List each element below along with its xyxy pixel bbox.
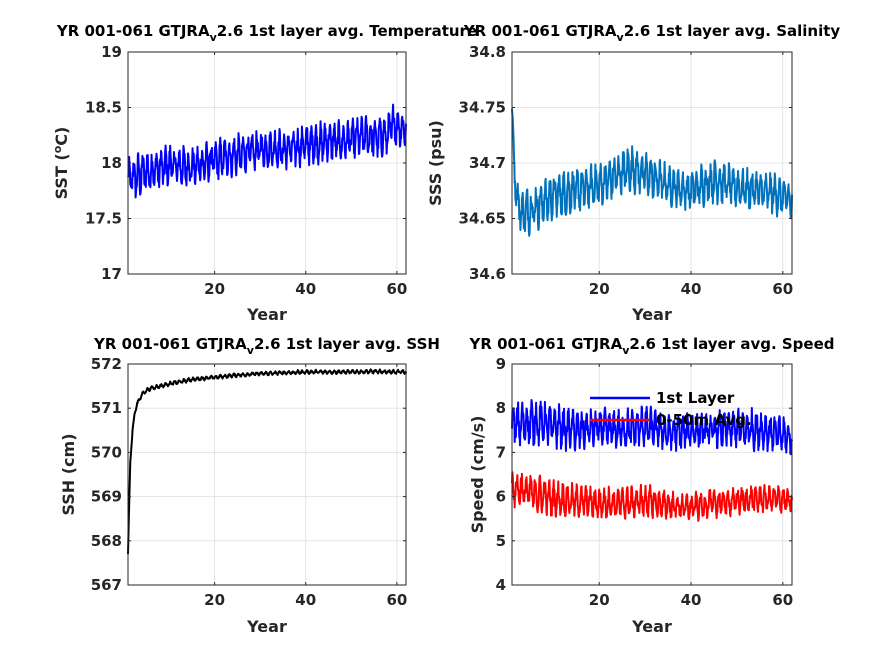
y-tick-label: 567 [91,576,122,594]
y-tick-label: 570 [91,443,122,461]
panel-title: YR 001-061 GTJRAv2.6 1st layer avg. Sali… [463,22,841,44]
y-tick-label: 5 [496,532,506,550]
legend-label: 0-50m Avg. [656,411,752,429]
panel-2: 20 40 60 34.6 34.65 34.7 34.75 34.8 Year SSS (psu… [426,22,840,324]
y-tick-label: 571 [91,399,122,417]
axes-box [511,363,793,586]
x-tick-label: 20 [204,280,225,298]
title-subscript: v [622,344,630,357]
x-tick-label: 20 [589,280,610,298]
y-tick-label: 17.5 [85,210,122,228]
legend-label: 1st Layer [656,389,735,407]
title-text: YR 001-061 GTJRA [463,22,617,40]
y-tick-label: 18.5 [85,99,122,117]
x-axis-label: Year [246,305,287,324]
y-tick-label: 34.7 [469,154,506,172]
y-tick-label: 568 [91,532,122,550]
y-axis-label: SSS (psu) [426,120,445,206]
y-axis-label: SST (oC) [51,127,71,200]
title-subscript: v [247,344,255,357]
y-tick-label: 4 [496,576,506,594]
x-tick-label: 60 [772,591,793,609]
panel-1: 20 40 60 17 17.5 18 18.5 19 Year SST (oC) YR 001-0… [51,22,477,324]
y-tick-label: 17 [101,265,122,283]
title-text-rest: 2.6 1st layer avg. Temperature [217,22,477,40]
y-tick-label: 19 [101,43,122,61]
title-text: YR 001-061 GTJRA [93,335,247,353]
y-axis-label-text: SST ( [52,153,71,199]
x-axis-label: Year [246,617,287,636]
y-tick-label: 9 [496,355,506,373]
panel-title: YR 001-061 GTJRAv2.6 1st layer avg. Spee… [468,335,834,357]
panel-4: 20 40 60 4 5 6 7 8 9 Year Speed (cm/s) YR 001-061 G… [468,335,835,636]
y-axis-label: SSH (cm) [59,433,78,515]
series-line-1st-layer [511,399,793,456]
series-line-p1 [127,103,407,199]
title-text-rest: 2.6 1st layer avg. Speed [629,335,834,353]
x-tick-label: 60 [386,280,407,298]
y-tick-label: 34.65 [459,210,506,228]
title-text-rest: 2.6 1st layer avg. Salinity [624,22,841,40]
y-tick-label: 7 [496,443,506,461]
title-text-rest: 2.6 1st layer avg. SSH [254,335,440,353]
title-subscript: v [617,31,625,44]
y-tick-label: 572 [91,355,122,373]
x-tick-label: 60 [772,280,793,298]
x-axis-label: Year [631,617,672,636]
x-tick-label: 40 [295,280,316,298]
x-tick-label: 20 [589,591,610,609]
y-tick-label: 34.6 [469,265,506,283]
title-text: YR 001-061 GTJRA [56,22,210,40]
series-line-0-50m-avg- [511,471,793,522]
y-tick-label: 34.8 [469,43,506,61]
y-axis-label-superscript: o [51,145,64,153]
y-tick-label: 6 [496,488,506,506]
series-line-p3 [127,368,407,555]
title-text: YR 001-061 GTJRA [468,335,622,353]
y-tick-label: 34.75 [459,99,506,117]
x-tick-label: 20 [204,591,225,609]
panel-title: YR 001-061 GTJRAv2.6 1st layer avg. SSH [93,335,440,357]
panel-title: YR 001-061 GTJRAv2.6 1st layer avg. Temp… [56,22,477,44]
y-tick-label: 569 [91,488,122,506]
y-axis-label-unit: C) [52,127,71,146]
x-tick-label: 40 [295,591,316,609]
x-tick-label: 40 [681,591,702,609]
x-axis-label: Year [631,305,672,324]
panel-3: 20 40 60 567 568 569 570 571 572 Year SSH (cm) YR 0… [59,335,440,636]
x-tick-label: 40 [681,280,702,298]
series-line-p2 [511,108,793,237]
y-tick-label: 8 [496,399,506,417]
title-subscript: v [210,31,218,44]
axes-box [127,363,407,586]
y-tick-label: 18 [101,154,122,172]
x-tick-label: 60 [386,591,407,609]
y-axis-label: Speed (cm/s) [468,416,487,534]
